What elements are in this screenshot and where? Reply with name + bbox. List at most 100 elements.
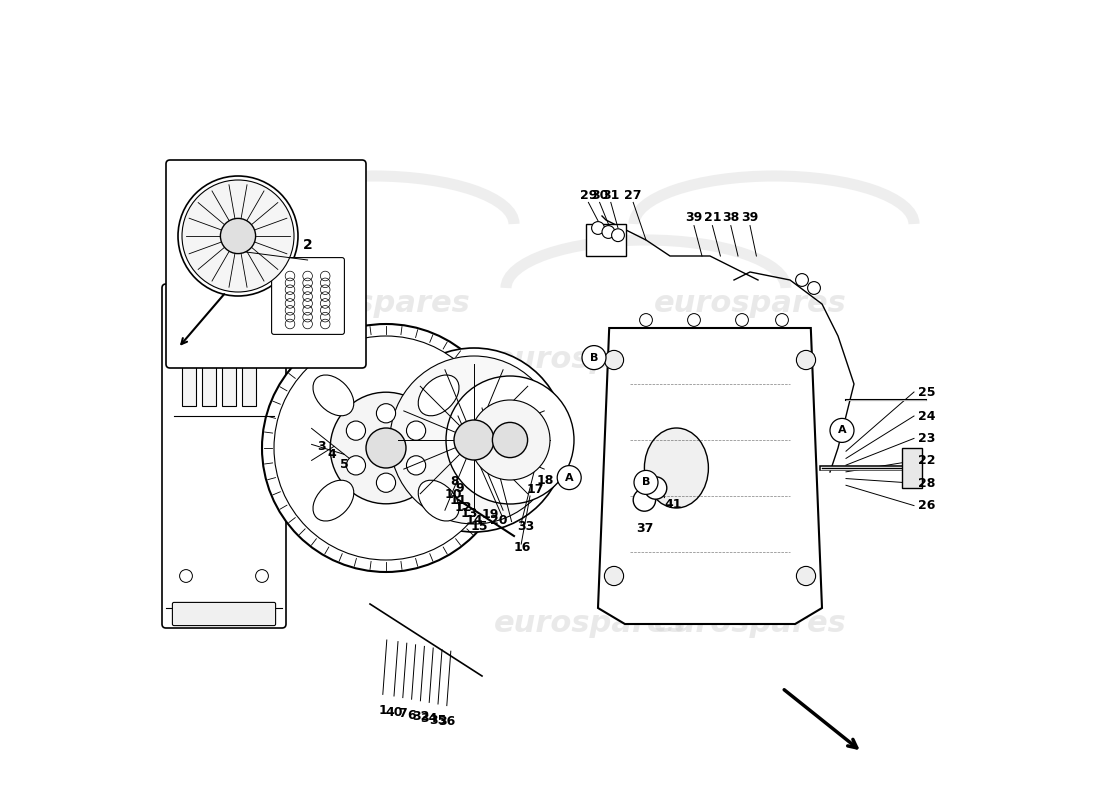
Circle shape	[382, 348, 566, 532]
Text: 33: 33	[517, 520, 535, 533]
Text: eurospares: eurospares	[494, 346, 686, 374]
Circle shape	[493, 422, 528, 458]
Text: 36: 36	[438, 715, 455, 728]
Text: 17: 17	[527, 483, 544, 496]
Circle shape	[366, 428, 406, 468]
FancyBboxPatch shape	[162, 284, 286, 628]
Text: A: A	[838, 426, 846, 435]
Circle shape	[604, 350, 624, 370]
Circle shape	[795, 274, 808, 286]
Text: 27: 27	[625, 189, 642, 202]
Circle shape	[255, 570, 268, 582]
Text: 9: 9	[455, 482, 464, 494]
Text: 29: 29	[580, 189, 597, 202]
Text: 32: 32	[411, 710, 429, 723]
Circle shape	[688, 314, 701, 326]
Text: eurospares: eurospares	[653, 290, 846, 318]
Circle shape	[446, 376, 574, 504]
Text: 30: 30	[591, 189, 608, 202]
Circle shape	[736, 314, 748, 326]
Text: 1: 1	[378, 704, 387, 717]
Circle shape	[407, 456, 426, 475]
Text: 14: 14	[465, 514, 483, 526]
Circle shape	[376, 404, 396, 423]
Circle shape	[220, 218, 255, 254]
Circle shape	[346, 456, 365, 475]
Circle shape	[582, 346, 606, 370]
Text: 24: 24	[918, 410, 935, 422]
Text: 23: 23	[918, 432, 935, 445]
Ellipse shape	[314, 375, 354, 416]
Circle shape	[376, 473, 396, 492]
Circle shape	[604, 566, 624, 586]
Circle shape	[796, 350, 815, 370]
Text: 39: 39	[685, 211, 703, 224]
Circle shape	[776, 314, 789, 326]
Polygon shape	[598, 328, 822, 624]
Text: 22: 22	[918, 454, 935, 467]
Text: 25: 25	[918, 386, 935, 398]
Bar	[222, 310, 236, 406]
Text: 7: 7	[398, 707, 407, 720]
Bar	[902, 448, 922, 488]
Text: 3: 3	[318, 440, 326, 453]
Circle shape	[796, 566, 815, 586]
Circle shape	[182, 180, 294, 292]
Bar	[202, 310, 217, 406]
Text: eurospares: eurospares	[277, 290, 471, 318]
Circle shape	[639, 314, 652, 326]
Text: eurospares: eurospares	[653, 610, 846, 638]
Text: 8: 8	[450, 475, 459, 488]
FancyBboxPatch shape	[173, 602, 276, 626]
Text: 19: 19	[482, 508, 498, 521]
Text: 20: 20	[491, 514, 507, 526]
Bar	[242, 310, 256, 406]
Circle shape	[255, 346, 268, 358]
Text: 37: 37	[636, 522, 653, 534]
Text: 21: 21	[704, 211, 722, 224]
Text: 31: 31	[602, 189, 619, 202]
Text: 5: 5	[340, 458, 349, 470]
Text: 28: 28	[918, 477, 935, 490]
Bar	[182, 310, 197, 406]
Text: B: B	[590, 353, 598, 362]
Circle shape	[390, 356, 558, 524]
Text: 16: 16	[514, 541, 530, 554]
FancyBboxPatch shape	[272, 258, 344, 334]
Ellipse shape	[645, 428, 708, 508]
Text: 12: 12	[454, 501, 472, 514]
Text: 35: 35	[429, 714, 447, 726]
Text: B: B	[641, 478, 650, 487]
FancyBboxPatch shape	[166, 160, 366, 368]
Circle shape	[407, 421, 426, 440]
Text: 11: 11	[449, 494, 466, 507]
Circle shape	[830, 418, 854, 442]
Circle shape	[470, 400, 550, 480]
Circle shape	[612, 229, 625, 242]
Text: 41: 41	[664, 498, 682, 510]
Circle shape	[807, 282, 821, 294]
Circle shape	[634, 470, 658, 494]
Ellipse shape	[418, 375, 459, 416]
Text: 18: 18	[537, 474, 553, 486]
Text: 4: 4	[328, 448, 337, 461]
Text: 6: 6	[407, 709, 416, 722]
Text: eurospares: eurospares	[494, 610, 686, 638]
Ellipse shape	[418, 480, 459, 521]
Circle shape	[634, 489, 656, 511]
Text: 40: 40	[385, 706, 403, 718]
Circle shape	[454, 420, 494, 460]
Text: 13: 13	[461, 507, 477, 520]
Circle shape	[274, 336, 498, 560]
Text: 38: 38	[723, 211, 739, 224]
Text: 34: 34	[420, 712, 438, 725]
Circle shape	[346, 421, 365, 440]
Text: 39: 39	[741, 211, 759, 224]
Circle shape	[179, 346, 192, 358]
Circle shape	[179, 570, 192, 582]
Text: A: A	[565, 473, 573, 482]
Text: 26: 26	[918, 499, 935, 512]
Circle shape	[645, 477, 667, 499]
Circle shape	[178, 176, 298, 296]
Circle shape	[592, 222, 604, 234]
